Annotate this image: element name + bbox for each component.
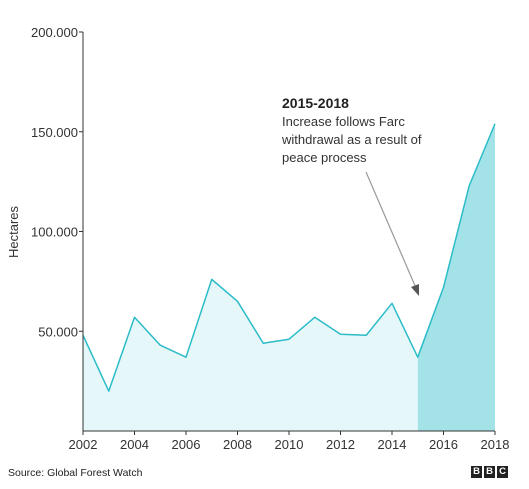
annotation-title: 2015-2018 bbox=[282, 95, 349, 111]
y-axis-label: Hectares bbox=[6, 205, 21, 258]
area-fill-2015-2018 bbox=[417, 123, 495, 432]
x-tick-label: 2004 bbox=[120, 437, 149, 452]
area-chart: 50.000 100.000 150.000 200.000 2002 2004 2006 2… bbox=[6, 25, 509, 452]
bbc-logo-letter-2: B bbox=[484, 466, 495, 478]
bbc-logo-letter-3: C bbox=[497, 466, 508, 478]
annotation-arrow-head bbox=[411, 284, 419, 296]
x-tick-label: 2014 bbox=[378, 437, 407, 452]
x-tick-label: 2016 bbox=[429, 437, 458, 452]
y-tick-label: 50.000 bbox=[38, 324, 78, 339]
x-tick-label: 2006 bbox=[172, 437, 201, 452]
y-tick-label: 200.000 bbox=[31, 25, 78, 40]
annotation-arrow-line bbox=[365, 171, 417, 289]
source-note: Source: Global Forest Watch bbox=[8, 467, 143, 479]
x-tick-label: 2018 bbox=[481, 437, 510, 452]
y-tick-label: 150.000 bbox=[31, 125, 78, 140]
plot-area: 50.000 100.000 150.000 200.000 2002 2004 2006 2… bbox=[6, 25, 509, 452]
bbc-logo-letter-1: B bbox=[471, 466, 482, 478]
x-tick-label: 2002 bbox=[69, 437, 98, 452]
x-tick-label: 2012 bbox=[326, 437, 355, 452]
area-fill-2002-2015 bbox=[83, 279, 418, 431]
annotation-line: withdrawal as a result of bbox=[281, 132, 422, 147]
annotation-line: Increase follows Farc bbox=[282, 114, 405, 129]
annotation-line: peace process bbox=[282, 150, 367, 165]
bbc-logo: B B C bbox=[471, 466, 508, 478]
series-line bbox=[82, 123, 496, 392]
y-tick-label: 100.000 bbox=[31, 225, 78, 240]
x-tick-label: 2010 bbox=[275, 437, 304, 452]
x-tick-label: 2008 bbox=[223, 437, 252, 452]
